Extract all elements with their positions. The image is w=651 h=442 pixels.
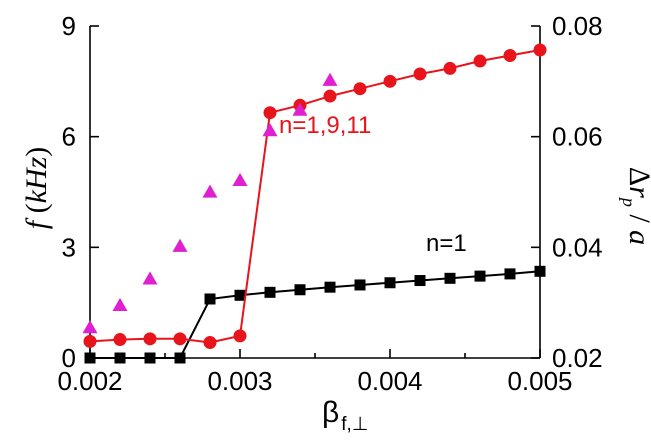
data-point-square: [84, 352, 96, 364]
series-line-circle: [89, 49, 541, 344]
x-axis-label: β f,⊥: [322, 396, 368, 435]
data-point-circle: [113, 333, 127, 347]
data-point-square: [414, 275, 426, 287]
data-point-circle: [413, 67, 427, 81]
x-tick-label: 0.003: [207, 366, 272, 396]
data-point-square: [294, 284, 306, 296]
data-point-square: [114, 352, 126, 364]
data-point-circle: [443, 61, 457, 75]
annotation-n-1: n=1: [426, 230, 467, 257]
data-point-circle: [83, 334, 97, 348]
data-point-circle: [503, 49, 517, 63]
series-square: [84, 265, 546, 364]
data-point-triangle: [82, 320, 98, 334]
data-point-square: [144, 352, 156, 364]
data-point-triangle: [232, 172, 248, 187]
x-tick-label: 0.004: [357, 366, 422, 396]
y-right-label-slash: /: [623, 207, 651, 230]
data-point-square: [204, 293, 216, 305]
data-point-square: [384, 277, 396, 289]
data-point-triangle: [202, 184, 218, 198]
y-left-label-close: ): [20, 147, 53, 157]
data-point-circle: [353, 82, 367, 96]
data-point-circle: [473, 54, 487, 68]
data-point-square: [474, 270, 486, 282]
y-right-label-den: a: [623, 230, 651, 245]
data-point-circle: [533, 43, 547, 57]
data-point-square: [234, 289, 246, 301]
data-point-square: [354, 279, 366, 291]
data-point-square: [264, 286, 276, 298]
data-point-square: [504, 268, 516, 280]
y-axis-left-label: f (kHz): [20, 147, 53, 230]
y-left-tick-label: 0: [62, 343, 76, 373]
axes: 0.002 0.003 0.004 0.005 0 3 6 9 0.02 0.04 0.06 0.08: [57, 11, 602, 396]
y-left-tick-label: 3: [62, 232, 76, 262]
y-right-tick-label: 0.06: [552, 122, 603, 152]
data-point-triangle: [172, 238, 188, 252]
y-left-tick-label: 9: [62, 11, 76, 41]
x-tick-label: 0.005: [507, 366, 572, 396]
series-layer: [82, 43, 547, 364]
data-point-circle: [263, 106, 277, 120]
y-right-tick-label: 0.02: [552, 343, 603, 373]
data-point-circle: [173, 332, 187, 346]
data-point-circle: [203, 336, 217, 350]
series-circle: [83, 43, 547, 350]
y-left-label-unit: kHz: [20, 156, 53, 203]
data-point-square: [444, 272, 456, 284]
series-line-square: [90, 270, 541, 359]
y-axis-right-label: Δrp / a: [619, 167, 651, 245]
data-point-circle: [233, 329, 247, 343]
data-point-circle: [383, 74, 397, 88]
y-right-label-delta: Δ: [623, 167, 651, 186]
data-point-triangle: [292, 102, 308, 116]
data-point-triangle: [112, 297, 128, 312]
y-left-label-open: (: [20, 203, 53, 221]
data-point-square: [324, 281, 336, 293]
data-point-triangle: [262, 123, 278, 137]
y-left-tick-label: 6: [62, 122, 76, 152]
y-right-label-sub: p: [619, 196, 639, 207]
y-right-tick-label: 0.04: [552, 232, 603, 262]
annotation-n-1-9-11: n=1,9,11: [279, 112, 371, 139]
y-right-tick-label: 0.08: [552, 11, 603, 41]
series-triangle: [82, 72, 338, 334]
data-point-square: [174, 352, 186, 364]
data-point-circle: [323, 89, 337, 103]
data-point-square: [534, 265, 546, 277]
x-axis-label-symbol: β: [322, 396, 339, 429]
x-axis-label-subscript: f,⊥: [341, 414, 368, 435]
x-tick-label: 0.002: [57, 366, 122, 396]
data-point-circle: [143, 332, 157, 346]
data-point-triangle: [322, 72, 338, 86]
data-point-triangle: [142, 271, 158, 285]
y-right-label-var: r: [623, 186, 651, 198]
